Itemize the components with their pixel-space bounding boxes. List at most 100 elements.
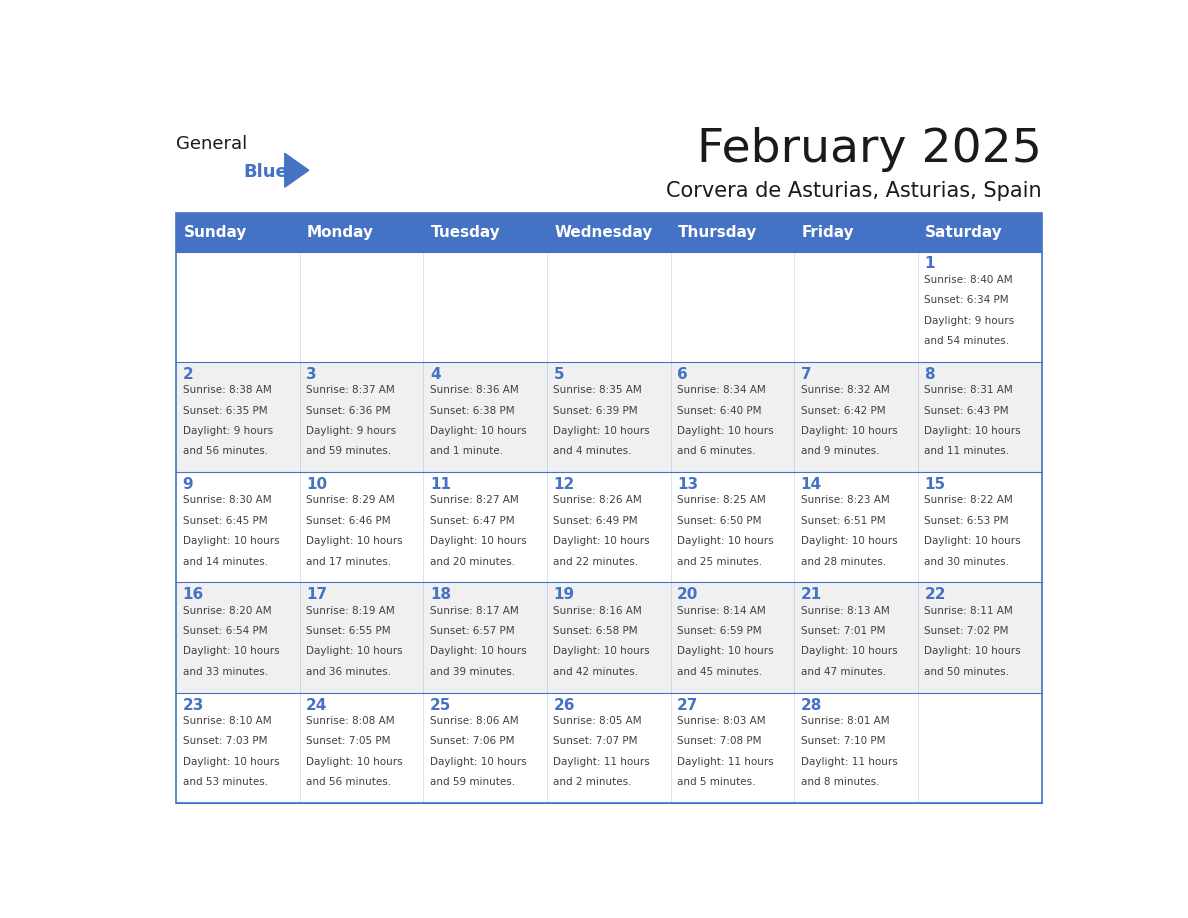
Text: and 25 minutes.: and 25 minutes. (677, 556, 763, 566)
Text: Daylight: 10 hours: Daylight: 10 hours (924, 646, 1020, 656)
Text: Sunset: 6:57 PM: Sunset: 6:57 PM (430, 626, 514, 636)
Text: Sunrise: 8:36 AM: Sunrise: 8:36 AM (430, 386, 519, 395)
Text: 25: 25 (430, 698, 451, 712)
Text: Sunrise: 8:06 AM: Sunrise: 8:06 AM (430, 716, 518, 726)
Text: Daylight: 10 hours: Daylight: 10 hours (801, 426, 897, 436)
Text: Sunset: 7:08 PM: Sunset: 7:08 PM (677, 736, 762, 746)
Text: Sunset: 7:05 PM: Sunset: 7:05 PM (307, 736, 391, 746)
Text: Sunrise: 8:08 AM: Sunrise: 8:08 AM (307, 716, 394, 726)
Text: Sunset: 7:10 PM: Sunset: 7:10 PM (801, 736, 885, 746)
Text: Sunrise: 8:27 AM: Sunrise: 8:27 AM (430, 496, 519, 506)
Text: Sunrise: 8:23 AM: Sunrise: 8:23 AM (801, 496, 890, 506)
Text: Daylight: 10 hours: Daylight: 10 hours (801, 536, 897, 546)
Bar (176, 472, 1042, 582)
Text: and 59 minutes.: and 59 minutes. (307, 446, 391, 456)
Text: Sunrise: 8:01 AM: Sunrise: 8:01 AM (801, 716, 890, 726)
Text: Sunset: 6:34 PM: Sunset: 6:34 PM (924, 296, 1009, 306)
Text: 14: 14 (801, 477, 822, 492)
Text: February 2025: February 2025 (696, 127, 1042, 172)
Text: Sunset: 6:55 PM: Sunset: 6:55 PM (307, 626, 391, 636)
Text: and 20 minutes.: and 20 minutes. (430, 556, 514, 566)
Text: Friday: Friday (802, 225, 854, 240)
Text: and 59 minutes.: and 59 minutes. (430, 778, 514, 787)
Text: Daylight: 10 hours: Daylight: 10 hours (183, 646, 279, 656)
Bar (176, 582, 1042, 692)
Text: and 9 minutes.: and 9 minutes. (801, 446, 879, 456)
Text: 5: 5 (554, 367, 564, 382)
Text: Sunrise: 8:25 AM: Sunrise: 8:25 AM (677, 496, 766, 506)
Text: Sunrise: 8:19 AM: Sunrise: 8:19 AM (307, 606, 394, 616)
Text: and 14 minutes.: and 14 minutes. (183, 556, 267, 566)
Text: 2: 2 (183, 367, 194, 382)
Text: 21: 21 (801, 588, 822, 602)
Text: Sunset: 6:46 PM: Sunset: 6:46 PM (307, 516, 391, 526)
Text: Wednesday: Wednesday (555, 225, 652, 240)
Text: 1: 1 (924, 256, 935, 272)
Text: 3: 3 (307, 367, 317, 382)
Text: Daylight: 10 hours: Daylight: 10 hours (430, 756, 526, 767)
Text: and 50 minutes.: and 50 minutes. (924, 666, 1010, 677)
Text: Sunset: 6:40 PM: Sunset: 6:40 PM (677, 406, 762, 416)
Text: Daylight: 10 hours: Daylight: 10 hours (677, 426, 773, 436)
Text: Sunrise: 8:20 AM: Sunrise: 8:20 AM (183, 606, 271, 616)
Text: Sunrise: 8:29 AM: Sunrise: 8:29 AM (307, 496, 394, 506)
Text: Daylight: 10 hours: Daylight: 10 hours (554, 646, 650, 656)
Text: Sunrise: 8:10 AM: Sunrise: 8:10 AM (183, 716, 271, 726)
Text: Sunrise: 8:30 AM: Sunrise: 8:30 AM (183, 496, 271, 506)
Text: Sunset: 6:35 PM: Sunset: 6:35 PM (183, 406, 267, 416)
Text: Tuesday: Tuesday (431, 225, 500, 240)
Bar (176, 362, 1042, 472)
Text: 23: 23 (183, 698, 204, 712)
Text: Sunrise: 8:40 AM: Sunrise: 8:40 AM (924, 274, 1013, 285)
Text: and 8 minutes.: and 8 minutes. (801, 778, 879, 787)
Text: 13: 13 (677, 477, 699, 492)
Text: and 30 minutes.: and 30 minutes. (924, 556, 1010, 566)
Text: Daylight: 10 hours: Daylight: 10 hours (307, 536, 403, 546)
Text: Daylight: 10 hours: Daylight: 10 hours (801, 646, 897, 656)
Text: Monday: Monday (308, 225, 374, 240)
Text: Sunset: 6:59 PM: Sunset: 6:59 PM (677, 626, 762, 636)
Text: and 42 minutes.: and 42 minutes. (554, 666, 639, 677)
Text: 22: 22 (924, 588, 946, 602)
Text: Daylight: 9 hours: Daylight: 9 hours (183, 426, 273, 436)
Text: Corvera de Asturias, Asturias, Spain: Corvera de Asturias, Asturias, Spain (666, 182, 1042, 201)
Text: Sunset: 6:36 PM: Sunset: 6:36 PM (307, 406, 391, 416)
Text: Daylight: 10 hours: Daylight: 10 hours (677, 536, 773, 546)
Text: and 54 minutes.: and 54 minutes. (924, 336, 1010, 346)
Text: Daylight: 11 hours: Daylight: 11 hours (677, 756, 773, 767)
Text: and 2 minutes.: and 2 minutes. (554, 778, 632, 787)
Text: Sunset: 6:51 PM: Sunset: 6:51 PM (801, 516, 885, 526)
Text: 19: 19 (554, 588, 575, 602)
Text: General: General (176, 135, 247, 152)
Text: Daylight: 11 hours: Daylight: 11 hours (801, 756, 897, 767)
Text: and 6 minutes.: and 6 minutes. (677, 446, 756, 456)
Text: 28: 28 (801, 698, 822, 712)
Text: Sunrise: 8:22 AM: Sunrise: 8:22 AM (924, 496, 1013, 506)
Text: Sunrise: 8:14 AM: Sunrise: 8:14 AM (677, 606, 766, 616)
Text: Sunset: 6:39 PM: Sunset: 6:39 PM (554, 406, 638, 416)
Text: Sunrise: 8:38 AM: Sunrise: 8:38 AM (183, 386, 271, 395)
Text: Sunset: 6:43 PM: Sunset: 6:43 PM (924, 406, 1009, 416)
Text: 26: 26 (554, 698, 575, 712)
Text: Sunset: 6:47 PM: Sunset: 6:47 PM (430, 516, 514, 526)
Text: 17: 17 (307, 588, 328, 602)
Polygon shape (285, 153, 309, 187)
Text: 12: 12 (554, 477, 575, 492)
Text: 6: 6 (677, 367, 688, 382)
Text: Sunday: Sunday (183, 225, 247, 240)
Text: Sunset: 6:50 PM: Sunset: 6:50 PM (677, 516, 762, 526)
Text: Sunset: 6:54 PM: Sunset: 6:54 PM (183, 626, 267, 636)
Text: Sunset: 6:38 PM: Sunset: 6:38 PM (430, 406, 514, 416)
Text: and 47 minutes.: and 47 minutes. (801, 666, 886, 677)
Text: Sunrise: 8:37 AM: Sunrise: 8:37 AM (307, 386, 394, 395)
Text: and 4 minutes.: and 4 minutes. (554, 446, 632, 456)
Text: and 45 minutes.: and 45 minutes. (677, 666, 763, 677)
Text: Sunrise: 8:13 AM: Sunrise: 8:13 AM (801, 606, 890, 616)
Text: Sunrise: 8:31 AM: Sunrise: 8:31 AM (924, 386, 1013, 395)
Text: 18: 18 (430, 588, 451, 602)
Text: Sunset: 6:58 PM: Sunset: 6:58 PM (554, 626, 638, 636)
Text: Sunset: 7:02 PM: Sunset: 7:02 PM (924, 626, 1009, 636)
Text: Sunrise: 8:17 AM: Sunrise: 8:17 AM (430, 606, 519, 616)
Text: Daylight: 11 hours: Daylight: 11 hours (554, 756, 650, 767)
Text: 8: 8 (924, 367, 935, 382)
